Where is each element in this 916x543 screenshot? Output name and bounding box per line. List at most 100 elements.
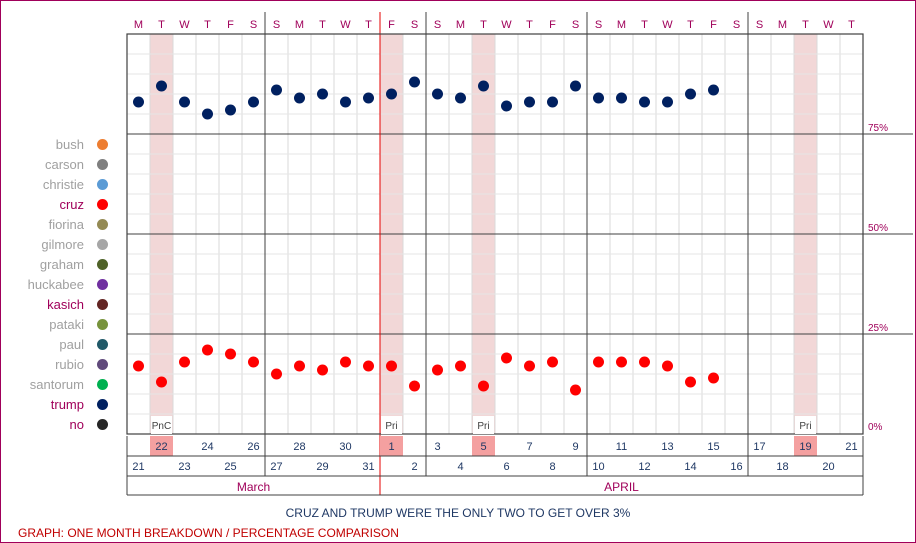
legend-item-paul: paul xyxy=(0,335,112,355)
trump-point xyxy=(294,92,305,104)
y-tick-label: 0% xyxy=(868,422,883,433)
chart-subtitle: CRUZ AND TRUMP WERE THE ONLY TWO TO GET … xyxy=(285,506,631,520)
weekday-label: M xyxy=(134,19,143,31)
event-label-box xyxy=(473,416,494,434)
legend-item-no: no xyxy=(0,415,112,435)
day-number: 30 xyxy=(339,441,351,453)
day-number: 17 xyxy=(753,441,765,453)
legend-label: gilmore xyxy=(41,237,84,252)
day-number: 14 xyxy=(684,461,696,473)
trump-point xyxy=(133,96,144,108)
cruz-point xyxy=(524,360,535,372)
day-number: 11 xyxy=(616,441,627,453)
legend-label: carson xyxy=(44,157,84,172)
day-number: 20 xyxy=(822,461,834,473)
cruz-point xyxy=(225,348,236,360)
trump-point xyxy=(271,84,282,96)
trump-point xyxy=(639,96,650,108)
cruz-point xyxy=(156,376,167,388)
day-number: 13 xyxy=(661,441,673,453)
trump-point xyxy=(708,84,719,96)
day-number: 26 xyxy=(247,441,259,453)
weekday-label: M xyxy=(617,19,626,31)
weekday-label: W xyxy=(340,19,351,31)
event-label: Pri xyxy=(477,421,489,432)
day-number: 8 xyxy=(549,461,555,473)
weekday-label: W xyxy=(179,19,190,31)
day-number: 15 xyxy=(707,441,719,453)
weekday-label: T xyxy=(319,19,326,31)
cruz-point xyxy=(386,360,397,372)
trump-point xyxy=(547,96,558,108)
legend-marker xyxy=(97,159,108,170)
weekday-label: S xyxy=(411,19,418,31)
cruz-point xyxy=(478,380,489,392)
weekday-label: S xyxy=(756,19,763,31)
legend-label: kasich xyxy=(47,297,84,312)
trump-point xyxy=(662,96,673,108)
legend-marker xyxy=(97,419,108,430)
legend-label: huckabee xyxy=(27,277,84,292)
trump-point xyxy=(156,80,167,92)
legend-marker xyxy=(97,239,108,250)
trump-point xyxy=(685,88,696,100)
legend-item-carson: carson xyxy=(0,155,112,175)
weekday-label: T xyxy=(204,19,211,31)
day-number: 18 xyxy=(776,461,788,473)
y-tick-label: 25% xyxy=(868,323,888,334)
day-number: 9 xyxy=(572,441,578,453)
day-number: 7 xyxy=(526,441,532,453)
day-number: 27 xyxy=(270,461,282,473)
cruz-point xyxy=(294,360,305,372)
trump-point xyxy=(363,92,374,104)
weekday-label: S xyxy=(572,19,579,31)
event-label-box xyxy=(151,416,172,434)
cruz-point xyxy=(593,356,604,368)
weekday-label: F xyxy=(388,19,395,31)
legend-label: rubio xyxy=(55,357,84,372)
event-label: PnC xyxy=(152,421,171,432)
cruz-point xyxy=(708,372,719,384)
weekday-label: T xyxy=(158,19,165,31)
trump-point xyxy=(455,92,466,104)
day-number: 12 xyxy=(638,461,650,473)
weekday-label: W xyxy=(501,19,512,31)
weekday-label: T xyxy=(365,19,372,31)
legend-item-rubio: rubio xyxy=(0,355,112,375)
day-number: 29 xyxy=(316,461,328,473)
weekday-label: S xyxy=(595,19,602,31)
day-number: 22 xyxy=(155,441,167,453)
weekday-label: W xyxy=(823,19,834,31)
y-tick-label: 75% xyxy=(868,123,888,134)
weekday-label: F xyxy=(227,19,234,31)
day-number: 23 xyxy=(178,461,190,473)
legend-item-trump: trump xyxy=(0,395,112,415)
highlight-day-cell xyxy=(150,436,173,456)
legend-label: bush xyxy=(55,137,84,152)
event-label: Pri xyxy=(799,421,811,432)
trump-point xyxy=(179,96,190,108)
legend-marker xyxy=(97,359,108,370)
weekday-label: F xyxy=(710,19,717,31)
event-label: Pri xyxy=(385,421,397,432)
trump-point xyxy=(202,108,213,120)
legend-item-kasich: kasich xyxy=(0,295,112,315)
day-number: 19 xyxy=(799,441,811,453)
legend-item-christie: christie xyxy=(0,175,112,195)
legend-marker xyxy=(97,399,108,410)
cruz-point xyxy=(639,356,650,368)
highlight-day-cell xyxy=(472,436,495,456)
cruz-point xyxy=(179,356,190,368)
day-number: 21 xyxy=(132,461,144,473)
legend-label: fiorina xyxy=(48,217,84,232)
legend-marker xyxy=(97,259,108,270)
cruz-point xyxy=(202,344,213,356)
legend-label: christie xyxy=(42,177,84,192)
event-label-box xyxy=(381,416,402,434)
day-number: 3 xyxy=(434,441,440,453)
cruz-point xyxy=(662,360,673,372)
trump-point xyxy=(501,100,512,112)
legend-marker xyxy=(97,179,108,190)
trump-point xyxy=(248,96,259,108)
legend-marker xyxy=(97,219,108,230)
